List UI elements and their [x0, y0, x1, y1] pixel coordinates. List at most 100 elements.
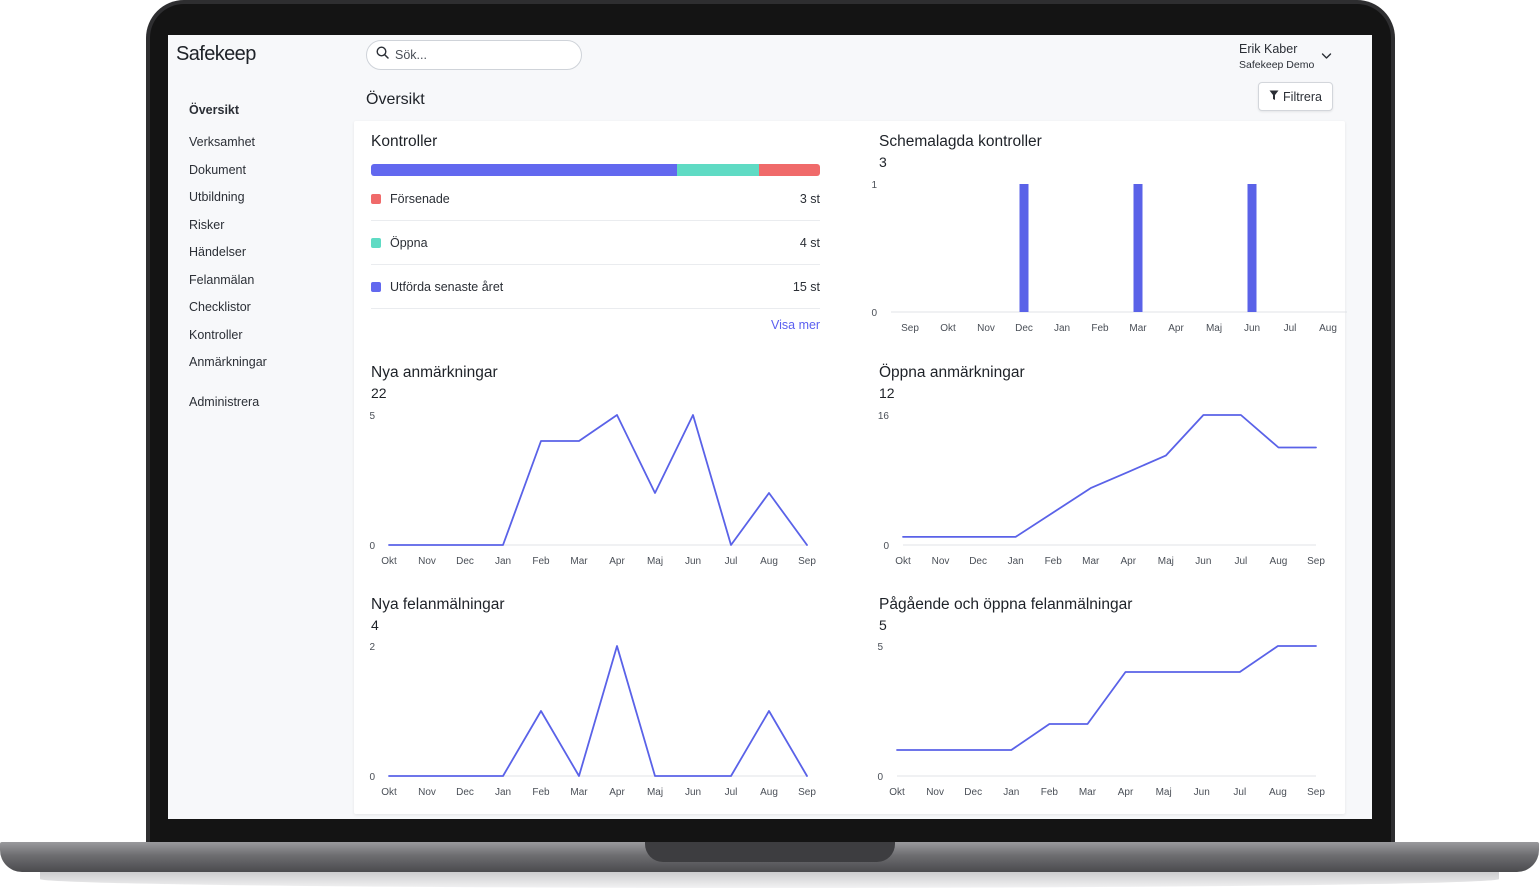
chart-nya-anmarkningar: 5 0 Okt Nov Dec Jan Feb Mar Apr Maj Jun Jul Aug Sep: [369, 411, 816, 567]
bar-segment-forsenade: [758, 164, 820, 176]
y-tick-label: 2: [369, 642, 375, 653]
sidebar-item-checklistor[interactable]: Checklistor: [189, 300, 251, 314]
kontroller-row-utforda[interactable]: Utförda senaste året 15 st: [371, 265, 820, 309]
legend-label: Utförda senaste året: [390, 279, 504, 294]
x-tick-label: Mar: [1079, 787, 1097, 798]
x-tick-label: Jun: [1195, 556, 1211, 567]
sidebar-item-verksamhet[interactable]: Verksamhet: [189, 135, 256, 149]
sidebar-item-oversikt[interactable]: Översikt: [189, 103, 240, 117]
app-logo[interactable]: Safekeep: [176, 43, 256, 65]
visa-mer-link[interactable]: Visa mer: [771, 318, 821, 332]
search-box[interactable]: [366, 40, 582, 70]
kontroller-stacked-bar: [371, 164, 820, 176]
user-name: Erik Kaber: [1239, 42, 1298, 56]
y-tick-label: 0: [369, 772, 375, 783]
x-tick-label: Apr: [1168, 323, 1184, 334]
kontroller-row-oppna[interactable]: Öppna 4 st: [371, 221, 820, 265]
x-tick-label: Aug: [760, 787, 778, 798]
filter-label: Filtrera: [1283, 89, 1322, 104]
x-tick-label: Sep: [901, 323, 919, 334]
bar-dec: [1019, 184, 1029, 312]
sidebar-item-felanmalan[interactable]: Felanmälan: [189, 273, 255, 287]
series-line: [902, 414, 1317, 538]
x-tick-label: Maj: [1158, 556, 1174, 567]
bar-segment-utforda: [371, 164, 678, 176]
x-tick-label: Jul: [725, 787, 738, 798]
app-screen: Safekeep Översikt Verksamhet Dokument Ut…: [168, 35, 1372, 819]
x-tick-label: Okt: [381, 556, 397, 567]
chart-pagaende-oppna-felanmalningar: 5 0 Okt Nov Dec Jan Feb Mar Apr Maj Jun Jul Aug Sep: [877, 642, 1325, 798]
x-tick-label: Jun: [1244, 323, 1260, 334]
x-tick-label: Aug: [1269, 787, 1287, 798]
y-tick-label: 5: [877, 642, 883, 653]
x-tick-label: Jun: [1194, 787, 1210, 798]
x-tick-label: Okt: [895, 556, 911, 567]
chart-total-oppna-anmarkningar: 12: [879, 385, 895, 401]
search-input[interactable]: [395, 48, 565, 62]
sidebar-item-risker[interactable]: Risker: [189, 218, 225, 232]
search-icon: [376, 46, 389, 64]
sidebar-item-kontroller[interactable]: Kontroller: [189, 328, 243, 342]
legend-count: 4 st: [799, 235, 820, 250]
x-tick-label: Feb: [1045, 556, 1063, 567]
user-menu[interactable]: Erik Kaber Safekeep Demo: [1239, 42, 1349, 71]
x-tick-label: Jul: [1284, 323, 1297, 334]
sidebar-item-dokument[interactable]: Dokument: [189, 163, 246, 177]
x-tick-label: Maj: [647, 556, 663, 567]
series-line: [896, 645, 1317, 751]
x-tick-label: Okt: [381, 787, 397, 798]
x-tick-label: Sep: [1307, 556, 1325, 567]
x-tick-label: Jul: [1235, 556, 1248, 567]
y-tick-label: 0: [369, 541, 375, 552]
filter-icon: [1269, 90, 1279, 104]
x-tick-label: Maj: [1206, 323, 1222, 334]
y-tick-label: 5: [369, 411, 375, 422]
x-tick-label: Jun: [685, 556, 701, 567]
filter-button[interactable]: Filtrera: [1258, 82, 1333, 111]
x-tick-label: Apr: [609, 787, 625, 798]
legend-dot-utforda: [371, 281, 381, 292]
x-tick-label: Jan: [495, 787, 511, 798]
x-tick-label: Apr: [1118, 787, 1134, 798]
x-tick-label: Okt: [889, 787, 905, 798]
x-tick-label: Jan: [1003, 787, 1019, 798]
x-tick-label: Jan: [495, 556, 511, 567]
x-tick-label: Nov: [977, 323, 995, 334]
x-tick-label: Sep: [798, 787, 816, 798]
chart-title-oppna-anmarkningar: Öppna anmärkningar: [879, 364, 1025, 381]
bar-mar: [1133, 184, 1143, 312]
page-title: Översikt: [366, 91, 425, 108]
sidebar-item-handelser[interactable]: Händelser: [189, 245, 246, 259]
chart-schemalagda-kontroller: 1 0 Sep Okt Nov Dec Jan Feb Mar Apr Maj Jun Jul Aug: [871, 180, 1347, 334]
sidebar-item-administrera[interactable]: Administrera: [189, 395, 260, 409]
legend-dot-oppna: [371, 237, 381, 248]
sidebar-item-utbildning[interactable]: Utbildning: [189, 190, 245, 204]
y-tick-label: 16: [878, 411, 890, 422]
x-tick-label: Feb: [1091, 323, 1109, 334]
x-tick-label: Jul: [725, 556, 738, 567]
sidebar-item-anmarkningar[interactable]: Anmärkningar: [189, 355, 267, 369]
x-tick-label: Dec: [964, 787, 982, 798]
x-tick-label: Nov: [418, 556, 436, 567]
dashboard-card: Kontroller Försenade 3 st Öppna 4 st Utf…: [354, 121, 1347, 814]
y-tick-label: 1: [871, 180, 877, 191]
chart-total-schemalagda: 3: [879, 154, 887, 170]
x-tick-label: Nov: [418, 787, 436, 798]
sidebar: Safekeep Översikt Verksamhet Dokument Ut…: [168, 35, 354, 819]
kontroller-row-forsenade[interactable]: Försenade 3 st: [371, 177, 820, 221]
x-tick-label: Maj: [647, 787, 663, 798]
x-tick-label: Sep: [798, 556, 816, 567]
x-tick-label: Nov: [926, 787, 944, 798]
legend-dot-forsenade: [371, 193, 381, 204]
y-tick-label: 0: [883, 541, 889, 552]
chart-total-nya-anmarkningar: 22: [371, 385, 387, 401]
x-tick-label: Maj: [1156, 787, 1172, 798]
x-tick-label: Jan: [1054, 323, 1070, 334]
chart-oppna-anmarkningar: 16 0 Okt Nov Dec Jan Feb Mar Apr Maj Jun Jul Aug Sep: [878, 411, 1325, 567]
legend-label: Försenade: [390, 191, 450, 206]
x-tick-label: Aug: [760, 556, 778, 567]
x-tick-label: Nov: [932, 556, 950, 567]
chevron-down-icon[interactable]: [1321, 47, 1332, 65]
x-tick-label: Dec: [456, 787, 474, 798]
y-tick-label: 0: [871, 308, 877, 319]
